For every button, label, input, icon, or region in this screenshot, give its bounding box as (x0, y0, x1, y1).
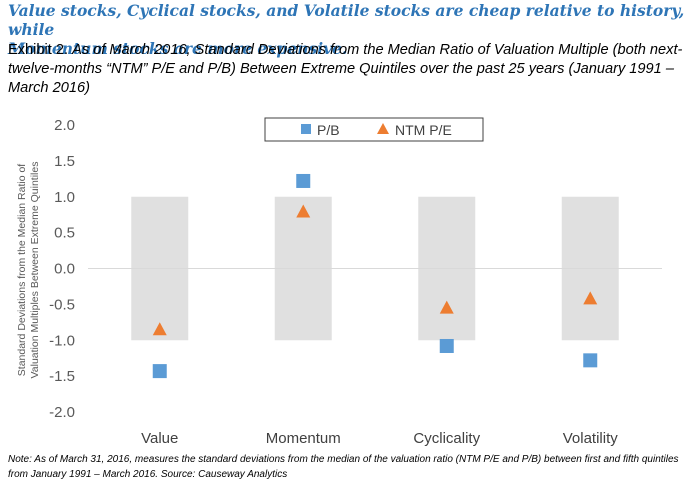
y-tick-label: 1.5 (54, 153, 75, 170)
y-tick-label: 0.0 (54, 261, 75, 278)
category-label: Volatility (563, 430, 619, 447)
ntm-pe-point (583, 291, 598, 305)
ntm-pe-point (296, 204, 311, 218)
category-label: Value (141, 430, 178, 447)
pb-point (296, 173, 311, 188)
y-tick-label: 2.0 (54, 117, 75, 134)
valuation-chart: 2.0 1.5 1.0 0.5 0.0 -0.5 -1.0 -1.5 -2.0 Standard… (16, 117, 662, 447)
y-tick-label: -0.5 (49, 296, 75, 313)
y-tick-label: -2.0 (49, 404, 75, 421)
headline: Value stocks, Cyclical stocks, and Volat… (8, 1, 696, 58)
ntm-pe-point (439, 300, 454, 314)
legend: P/B NTM P/E (264, 117, 484, 142)
y-tick-label: -1.5 (49, 368, 75, 385)
category-label: Momentum (266, 430, 341, 447)
y-axis-label-line-1: Standard Deviations from the Median Rati… (16, 164, 28, 377)
data-points (152, 173, 598, 379)
pb-point (152, 364, 167, 379)
x-axis-categories: Value Momentum Cyclicality Volatility (141, 430, 618, 447)
legend-ntm-pe-marker (377, 123, 389, 134)
category-label: Cyclicality (413, 430, 480, 447)
pb-point (583, 353, 598, 368)
legend-ntm-pe-label: NTM P/E (395, 122, 452, 138)
pb-point (439, 338, 454, 353)
footnote: Note: As of March 31, 2016, measures the… (8, 454, 679, 480)
exhibit-caption: Exhibit 2. As of March 2016, Standard De… (8, 41, 698, 98)
legend-pb-label: P/B (317, 122, 340, 138)
exhibit-label: Exhibit 2. (8, 42, 69, 58)
headline-line-1: Value stocks, Cyclical stocks, and Volat… (8, 1, 685, 39)
y-axis-label-line-2: Valuation Multiples Between Extreme Quin… (29, 162, 41, 379)
y-axis-ticks: 2.0 1.5 1.0 0.5 0.0 -0.5 -1.0 -1.5 -2.0 (49, 117, 75, 421)
y-tick-label: -1.0 (49, 332, 75, 349)
exhibit-description: As of March 2016, Standard Deviations fr… (8, 42, 683, 96)
legend-box (264, 117, 484, 142)
headline-line-2: Momentum stocks are more expensive. (8, 39, 348, 58)
y-axis-label: Standard Deviations from the Median Rati… (16, 162, 41, 379)
y-tick-label: 1.0 (54, 189, 75, 206)
legend-pb-marker (301, 124, 311, 134)
ntm-pe-point (152, 322, 167, 336)
y-tick-label: 0.5 (54, 225, 75, 242)
